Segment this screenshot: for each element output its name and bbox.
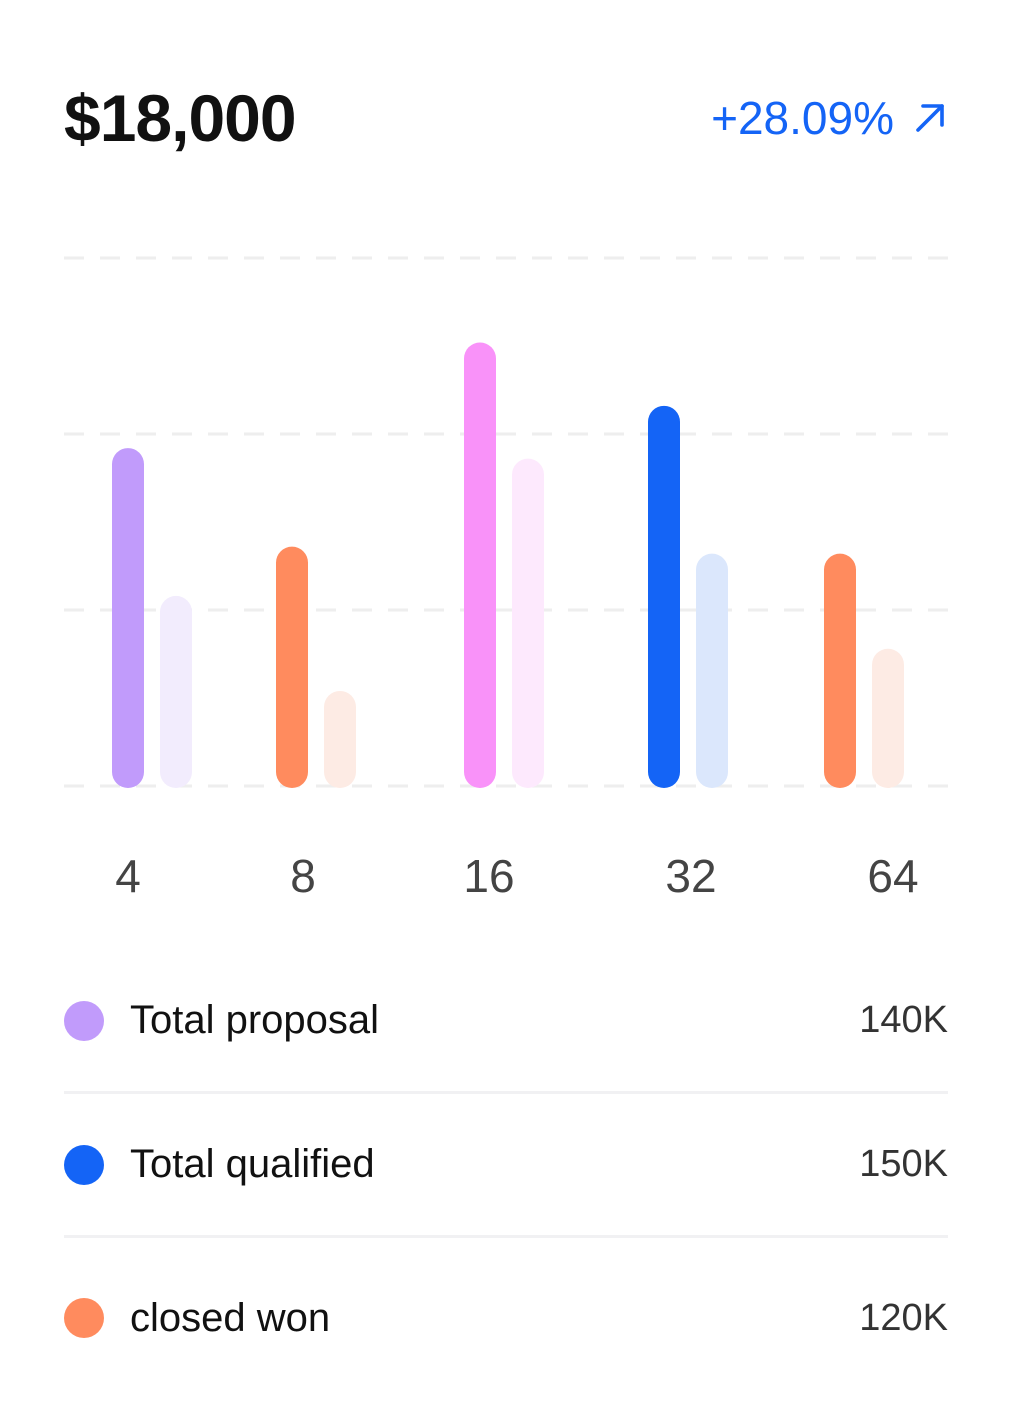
legend: Total proposal 140K Total qualified 150K… xyxy=(64,950,948,1398)
legend-value: 120K xyxy=(859,1296,948,1339)
legend-label: closed won xyxy=(130,1295,331,1340)
x-tick-label: 16 xyxy=(463,850,514,902)
total-amount: $18,000 xyxy=(64,81,297,155)
x-tick-label: 8 xyxy=(290,850,316,902)
x-tick-label: 64 xyxy=(867,850,918,902)
x-tick-label: 4 xyxy=(115,850,141,902)
card-header: $18,000 +28.09% xyxy=(64,78,948,158)
bar-chart: 4 8 16 32 64 xyxy=(64,256,948,902)
chart-bar xyxy=(824,553,856,788)
chart-bar xyxy=(276,546,308,788)
legend-item-closed-won: closed won 120K xyxy=(64,1238,948,1398)
chart-bar xyxy=(112,448,144,788)
legend-dot-icon xyxy=(64,1144,104,1185)
x-tick-label: 32 xyxy=(665,850,716,902)
legend-value: 150K xyxy=(859,1143,948,1185)
legend-label: Total qualified xyxy=(130,1142,375,1186)
chart-bar xyxy=(324,690,356,788)
chart-bar xyxy=(464,342,496,788)
chart-bar xyxy=(872,648,904,788)
chart-bar xyxy=(160,595,192,788)
chart-bar xyxy=(648,405,680,788)
change-indicator: +28.09% xyxy=(711,91,948,145)
chart-bar xyxy=(512,458,544,788)
arrow-up-right-icon xyxy=(916,104,944,132)
chart-bar xyxy=(696,553,728,788)
change-percent: +28.09% xyxy=(711,92,894,144)
legend-dot-icon xyxy=(64,1298,104,1338)
legend-item-total-proposal: Total proposal 140K xyxy=(64,950,948,1094)
legend-item-total-qualified: Total qualified 150K xyxy=(64,1094,948,1238)
legend-dot-icon xyxy=(64,1000,104,1041)
legend-label: Total proposal xyxy=(130,998,380,1042)
legend-value: 140K xyxy=(859,999,948,1041)
